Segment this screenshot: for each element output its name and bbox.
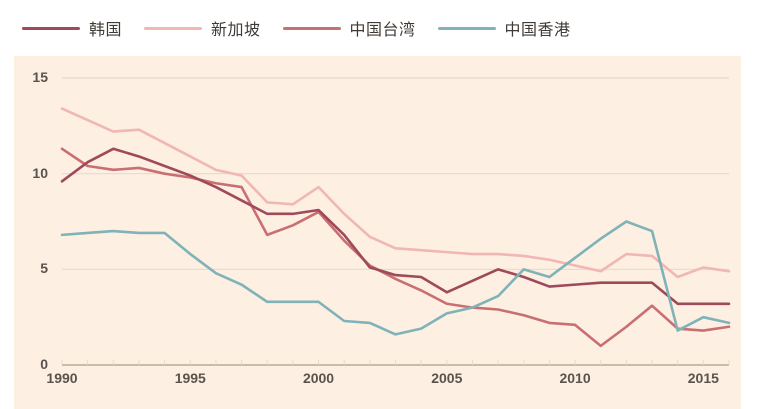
x-axis-tick-2005: 2005: [431, 370, 463, 386]
legend-label-singapore: 新加坡: [211, 22, 261, 39]
plot-panel: 0 5 10 15: [14, 56, 741, 394]
legend-item-singapore[interactable]: 新加坡: [144, 16, 261, 40]
y-axis-tick-5: 5: [40, 260, 48, 277]
legend-item-korea[interactable]: 韩国: [22, 16, 122, 40]
x-axis-tick-2015: 2015: [687, 370, 719, 386]
series-line-korea: [60, 147, 731, 306]
y-axis-tick-15: 15: [32, 69, 48, 85]
legend-label-taiwan-china: 中国台湾: [349, 22, 416, 39]
x-axis-tick-2010: 2010: [559, 370, 591, 386]
y-axis-tick-10: 10: [32, 164, 48, 181]
chart-legend: 韩国 新加坡 中国台湾 中国香港: [0, 0, 760, 56]
legend-item-taiwan-china[interactable]: 中国台湾: [282, 16, 416, 40]
series-line-singapore: [60, 107, 731, 279]
x-axis-band: [14, 394, 741, 409]
x-axis-tick-1990: 1990: [46, 370, 78, 386]
legend-label-hongkong-china: 中国香港: [504, 22, 571, 39]
y-axis-tick-0: 0: [40, 356, 48, 372]
line-chart-svg: [60, 77, 731, 366]
legend-label-korea: 韩国: [89, 22, 123, 39]
legend-item-hongkong-china[interactable]: 中国香港: [437, 16, 571, 40]
series-line-hongkong: [60, 220, 731, 336]
x-axis-tick-2000: 2000: [302, 370, 335, 386]
legend-swatch-korea: [22, 26, 80, 30]
legend-swatch-singapore: [144, 26, 203, 30]
legend-swatch-taiwan-china: [282, 26, 341, 30]
series-line-taiwan: [60, 147, 731, 348]
legend-swatch-hongkong-china: [437, 26, 496, 30]
x-axis-tick-1995: 1995: [174, 370, 206, 386]
